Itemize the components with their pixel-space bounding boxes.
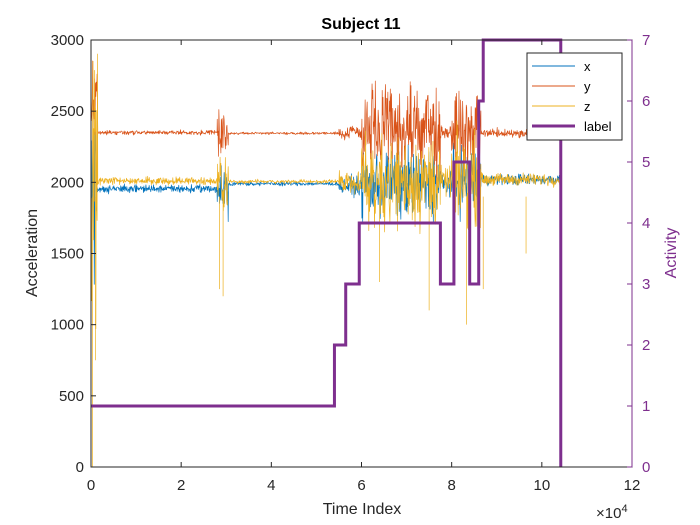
x-tick-label: 0: [87, 477, 95, 494]
x-tick-label: 8: [447, 477, 455, 494]
y-right-tick-label: 4: [642, 215, 650, 232]
data-layer: [90, 38, 563, 467]
series-label-line: [91, 38, 563, 467]
x-axis-exponent-base: ×10: [596, 505, 621, 522]
x-axis-exponent-power: 4: [621, 503, 627, 515]
y-left-tick-label: 500: [59, 388, 84, 405]
legend-label-y: y: [584, 79, 591, 94]
y-right-tick-label: 3: [642, 276, 650, 293]
y-left-tick-label: 0: [76, 459, 84, 476]
y-right-tick-label: 0: [642, 459, 650, 476]
y-right-tick-label: 2: [642, 337, 650, 354]
legend-items: xyz label: [532, 59, 612, 134]
y-right-tick-label: 7: [642, 32, 650, 49]
x-tick-label: 6: [357, 477, 365, 494]
y-left-tick-label: 2000: [51, 174, 84, 191]
x-tick-label: 2: [177, 477, 185, 494]
series-y-line: [90, 60, 561, 186]
legend-label-x: x: [584, 59, 591, 74]
x-tick-label: 12: [624, 477, 641, 494]
axes-layer: 0 2 4 6 8 10 120500100015002000250030000123456…: [51, 32, 651, 494]
x-tick-label: 10: [533, 477, 550, 494]
x-axis-exponent: ×104: [596, 503, 628, 522]
legend: xyz label: [526, 52, 623, 141]
y-left-tick-label: 3000: [51, 32, 84, 49]
x-axis-title: Time Index: [323, 501, 402, 518]
y-left-tick-label: 1500: [51, 246, 84, 263]
legend-label-label: label: [584, 119, 612, 134]
y-left-tick-label: 2500: [51, 103, 84, 120]
series-z-line: [90, 53, 561, 467]
legend-label-z: z: [584, 99, 591, 114]
y-right-tick-label: 6: [642, 93, 650, 110]
y-right-tick-label: 1: [642, 398, 650, 415]
chart-title: Subject 11: [321, 16, 400, 33]
y-left-tick-label: 1000: [51, 317, 84, 334]
x-tick-label: 4: [267, 477, 275, 494]
y-axis-right-title: Activity: [663, 228, 680, 279]
y-axis-left-title: Acceleration: [24, 209, 41, 297]
y-right-tick-label: 5: [642, 154, 650, 171]
